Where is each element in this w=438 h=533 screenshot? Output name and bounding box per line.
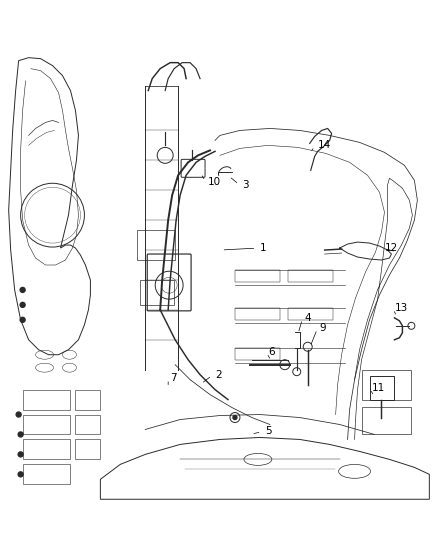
Text: 7: 7 [170, 373, 177, 383]
Circle shape [18, 432, 23, 437]
Text: 2: 2 [215, 370, 221, 379]
Bar [23, 390, 71, 409]
Circle shape [20, 317, 25, 322]
Bar [75, 415, 100, 434]
Bar [75, 439, 100, 459]
Bar [75, 390, 100, 409]
Text: 13: 13 [394, 303, 407, 313]
Circle shape [20, 302, 25, 308]
Text: 9: 9 [319, 323, 325, 333]
Text: 5: 5 [264, 426, 271, 437]
Circle shape [233, 416, 237, 419]
Circle shape [16, 412, 21, 417]
Bar [140, 280, 174, 305]
Bar [234, 308, 279, 320]
Circle shape [20, 287, 25, 293]
Circle shape [18, 472, 23, 477]
Text: 14: 14 [317, 140, 330, 150]
Text: 10: 10 [208, 177, 221, 187]
Text: 4: 4 [304, 313, 311, 323]
Text: 3: 3 [241, 180, 248, 190]
Text: 6: 6 [267, 347, 274, 357]
Bar [234, 270, 279, 282]
Bar [361, 370, 410, 400]
Bar [369, 376, 394, 400]
Bar [23, 464, 71, 484]
Text: 11: 11 [371, 383, 384, 393]
Bar [287, 270, 332, 282]
Bar [287, 308, 332, 320]
Bar [23, 415, 71, 434]
Text: 1: 1 [259, 243, 266, 253]
Circle shape [18, 452, 23, 457]
Text: 12: 12 [384, 243, 397, 253]
Bar [361, 407, 410, 434]
Bar [137, 230, 175, 260]
Bar [234, 348, 279, 360]
Bar [23, 439, 71, 459]
